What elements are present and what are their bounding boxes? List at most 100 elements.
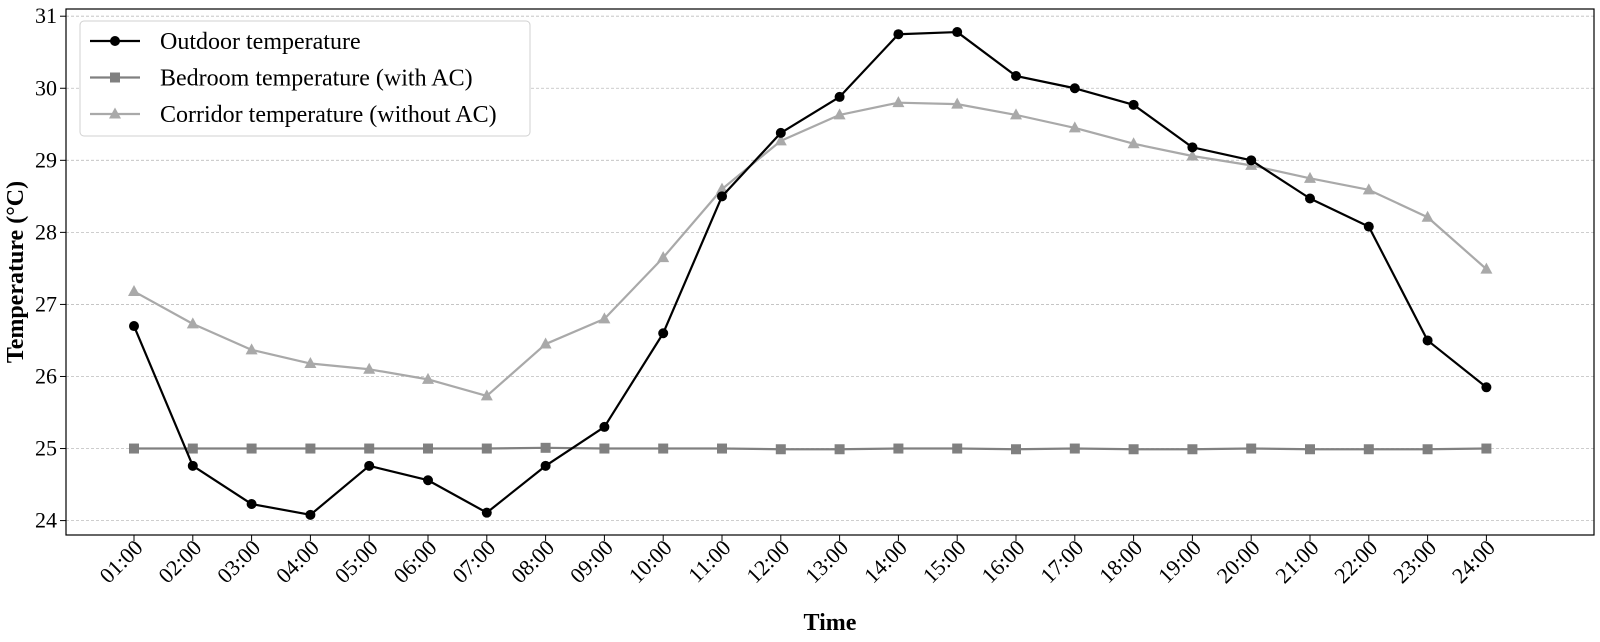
series-1 xyxy=(129,442,1492,455)
data-point xyxy=(540,442,551,453)
data-point xyxy=(893,29,904,40)
data-point xyxy=(1422,335,1433,346)
data-point xyxy=(422,372,434,384)
data-point xyxy=(1011,71,1021,82)
data-point xyxy=(1011,444,1021,455)
data-point xyxy=(186,317,199,329)
x-tick-label: 18:00 xyxy=(1094,535,1147,588)
data-point xyxy=(304,357,317,369)
legend-entry: Corridor temperature (without AC) xyxy=(90,102,497,128)
x-tick-label: 05:00 xyxy=(330,535,383,588)
x-axis: 01:00 02:00 03:00 04:00 05:00 06:00 07:00 08:00… xyxy=(94,535,1500,588)
data-point xyxy=(598,312,611,324)
series-line xyxy=(132,30,1488,516)
legend-label: Bedroom temperature (with AC) xyxy=(160,66,473,92)
legend-marker xyxy=(109,107,121,119)
data-point xyxy=(952,27,963,38)
data-point xyxy=(305,443,316,454)
x-tick-label: 20:00 xyxy=(1212,535,1265,588)
x-tick-label: 15:00 xyxy=(918,535,971,588)
x-tick-label: 06:00 xyxy=(388,535,441,588)
data-point xyxy=(1305,444,1315,455)
data-point xyxy=(129,321,139,332)
x-tick-label: 03:00 xyxy=(212,535,265,588)
data-point xyxy=(1481,382,1492,393)
data-point xyxy=(481,507,492,518)
y-tick-label: 25 xyxy=(35,436,57,461)
data-point xyxy=(1363,444,1374,455)
data-point xyxy=(1421,210,1434,222)
data-point xyxy=(717,443,727,454)
data-point xyxy=(774,134,787,146)
y-tick-label: 29 xyxy=(35,147,57,172)
x-tick-label: 12:00 xyxy=(741,535,794,588)
x-tick-label: 21:00 xyxy=(1270,535,1323,588)
data-point xyxy=(658,328,669,339)
data-point xyxy=(423,443,433,454)
data-point xyxy=(1362,183,1375,195)
data-point xyxy=(539,337,552,349)
data-point xyxy=(1305,193,1315,204)
data-point xyxy=(775,127,786,138)
data-point xyxy=(775,444,786,455)
legend-marker xyxy=(110,36,120,46)
legend: Outdoor temperature Bedroom temperature (… xyxy=(79,20,531,137)
series-group xyxy=(128,27,1493,520)
data-point xyxy=(364,443,375,454)
data-point xyxy=(657,251,670,263)
data-point xyxy=(187,460,198,471)
x-tick-label: 13:00 xyxy=(800,535,853,588)
data-point xyxy=(599,421,610,432)
data-point xyxy=(423,475,433,486)
x-tick-label: 19:00 xyxy=(1153,535,1206,588)
legend-box xyxy=(79,20,531,137)
data-point xyxy=(128,284,140,296)
data-point xyxy=(1069,443,1080,454)
data-point xyxy=(187,443,198,454)
x-tick-label: 14:00 xyxy=(859,535,912,588)
x-tick-label: 07:00 xyxy=(447,535,500,588)
data-point xyxy=(658,443,669,454)
y-axis: 24 25 26 27 28 29 30 31 xyxy=(35,3,66,533)
data-point xyxy=(480,389,493,401)
x-tick-label: 04:00 xyxy=(271,535,324,588)
data-point xyxy=(1246,443,1257,454)
data-point xyxy=(1304,171,1316,183)
data-point xyxy=(1187,444,1198,455)
data-point xyxy=(540,460,551,471)
data-point xyxy=(1069,83,1080,94)
data-point xyxy=(246,443,257,454)
data-point xyxy=(893,443,904,454)
data-point xyxy=(892,96,905,108)
x-tick-label: 23:00 xyxy=(1388,535,1441,588)
data-point xyxy=(363,362,376,374)
y-tick-label: 27 xyxy=(35,291,57,316)
data-point xyxy=(1186,149,1199,161)
data-point xyxy=(599,443,610,454)
x-tick-label: 10:00 xyxy=(624,535,677,588)
data-point xyxy=(1422,444,1433,455)
data-point xyxy=(1481,443,1492,454)
x-tick-label: 09:00 xyxy=(565,535,618,588)
data-point xyxy=(717,191,727,202)
x-tick-label: 01:00 xyxy=(94,535,147,588)
data-point xyxy=(833,108,846,120)
x-axis-title: Time xyxy=(804,610,857,636)
x-tick-label: 22:00 xyxy=(1329,535,1382,588)
x-tick-label: 11:00 xyxy=(683,535,736,588)
series-2 xyxy=(128,96,1493,401)
legend-label: Corridor temperature (without AC) xyxy=(160,102,497,128)
data-point xyxy=(1127,137,1140,149)
legend-marker xyxy=(110,72,120,83)
data-point xyxy=(716,182,728,194)
x-tick-label: 17:00 xyxy=(1035,535,1088,588)
data-point xyxy=(1068,121,1081,133)
legend-label: Outdoor temperature xyxy=(160,29,361,55)
legend-entry: Bedroom temperature (with AC) xyxy=(90,66,473,92)
x-tick-label: 08:00 xyxy=(506,535,559,588)
series-line xyxy=(134,446,1487,451)
y-tick-label: 31 xyxy=(35,3,57,28)
x-tick-label: 24:00 xyxy=(1447,535,1500,588)
data-point xyxy=(481,443,492,454)
data-point xyxy=(1480,262,1493,274)
